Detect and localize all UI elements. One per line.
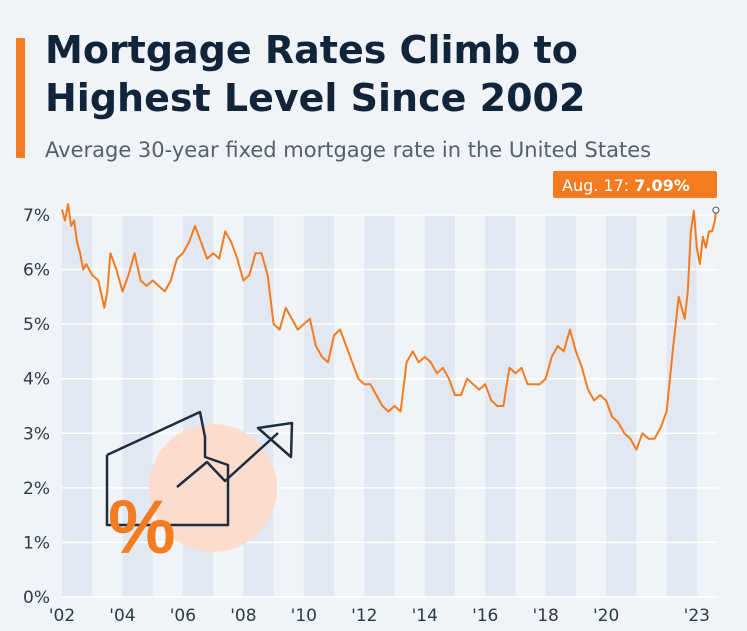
y-tick-label: 0% (23, 588, 50, 608)
x-tick-label: '02 (49, 606, 75, 626)
y-tick-label: 5% (23, 315, 50, 335)
y-tick-label: 7% (23, 206, 50, 226)
rising-arrow-line (176, 432, 279, 488)
y-tick-label: 1% (23, 533, 50, 553)
year-band (303, 215, 335, 597)
percent-symbol: % (108, 485, 176, 570)
callout-label: Aug. 17: 7.09% (562, 176, 690, 195)
y-axis-labels: 0% 1% 2% 3% 4% 5% 6% 7% (23, 206, 50, 608)
year-band (364, 215, 395, 597)
x-tick-label: '16 (472, 606, 498, 626)
y-tick-label: 6% (23, 261, 50, 281)
x-axis-labels: '02 '04 '06 '08 '10 '12 '14 '16 '18 '20 '23 (49, 606, 710, 626)
y-tick-label: 2% (23, 479, 50, 499)
latest-value-callout: Aug. 17: 7.09% (553, 171, 720, 214)
year-band (606, 215, 637, 597)
x-tick-label: '20 (593, 606, 619, 626)
x-tick-label: '10 (291, 606, 317, 626)
x-tick-label: '23 (684, 606, 710, 626)
chart-title: Mortgage Rates Climb to Highest Level Si… (45, 28, 586, 120)
x-tick-label: '04 (109, 606, 135, 626)
callout-box (553, 171, 717, 198)
title-accent-bar (16, 38, 25, 158)
y-tick-label: 3% (23, 424, 50, 444)
year-band (62, 215, 93, 597)
year-band (424, 215, 455, 597)
chart-subtitle: Average 30-year fixed mortgage rate in t… (45, 138, 652, 162)
mortgage-rate-line (61, 203, 717, 451)
x-tick-label: '06 (170, 606, 196, 626)
house-with-rising-arrow-icon: % (105, 410, 294, 570)
x-tick-label: '14 (412, 606, 438, 626)
house-outline (105, 410, 230, 527)
y-tick-label: 4% (23, 370, 50, 390)
illustration-circle (149, 424, 277, 552)
year-band (545, 215, 576, 597)
callout-value: 7.09% (634, 176, 690, 195)
year-band (666, 215, 697, 597)
callout-date: Aug. 17: (562, 176, 634, 195)
x-tick-label: '08 (230, 606, 256, 626)
x-tick-label: '18 (533, 606, 559, 626)
latest-point-marker (712, 206, 720, 214)
arrow-head (256, 421, 294, 459)
x-tick-label: '12 (351, 606, 377, 626)
